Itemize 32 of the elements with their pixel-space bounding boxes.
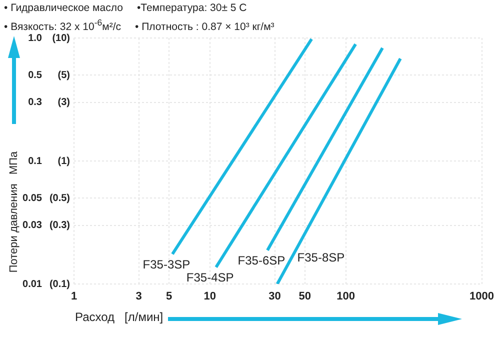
text: • Вязкость: 32 x 10$^{-6}$м²/с <box>4 17 122 32</box>
y-tick-label: 0.5 <box>28 70 42 81</box>
text: • Гидравлическое масло <box>4 2 123 14</box>
text: (0.3) <box>49 220 70 232</box>
series-label: F35-3SP <box>142 257 190 272</box>
x-tick-label: 3 <box>136 290 142 303</box>
x-axis-title: Расход [л/мин] <box>75 310 164 324</box>
x-tick-label: 1000 <box>470 290 494 303</box>
y-axis-title: Потери давления МПа <box>8 151 20 273</box>
text: (0.1) <box>49 278 70 290</box>
text: (10) <box>52 32 70 44</box>
text: (1) <box>58 156 70 167</box>
text: (5) <box>58 70 70 81</box>
y-tick-label: 0.01 <box>22 278 42 290</box>
x-tick-label: 10 <box>204 290 216 303</box>
y-tick-label: 1.0 <box>28 32 42 44</box>
x-tick-label: 30 <box>268 290 281 303</box>
x-tick-label: 5 <box>166 290 172 303</box>
text: •Температура: 30± 5 C <box>136 2 247 14</box>
y-tick-label: 0.3 <box>28 97 42 108</box>
series-label: F35-8SP <box>297 250 345 264</box>
y-tick-label: 0.05 <box>22 192 42 204</box>
text: (0.5) <box>49 192 70 204</box>
y-tick-label: 0.03 <box>22 220 42 232</box>
series-label: F35-6SP <box>238 254 286 268</box>
series-label: F35-4SP <box>186 270 234 284</box>
x-tick-label: 1 <box>70 290 78 303</box>
x-tick-label: 50 <box>298 290 312 303</box>
y-tick-label: 0.1 <box>28 156 42 167</box>
text: • Плотность : 0.87 × 10³ кг/м³ <box>135 20 274 32</box>
text: (3) <box>58 97 70 108</box>
x-tick-label: 100 <box>336 290 356 303</box>
